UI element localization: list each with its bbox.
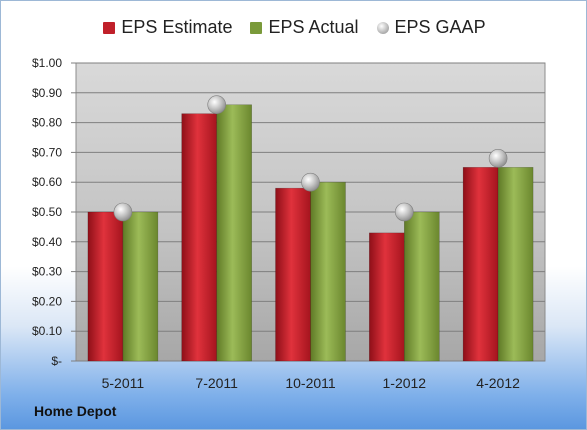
y-tick-label: $0.80: [32, 116, 62, 130]
bar-eps-actual: [497, 167, 534, 362]
legend-label: EPS GAAP: [394, 17, 486, 37]
marker-eps-gaap: [394, 202, 414, 222]
bar-eps-estimate: [87, 211, 124, 362]
legend-label: EPS Actual: [268, 17, 359, 37]
marker-eps-gaap: [207, 95, 226, 115]
legend: EPS Estimate EPS Actual EPS GAAP: [1, 17, 586, 43]
legend-swatch: [103, 21, 116, 34]
y-tick-label: $0.40: [32, 235, 62, 249]
legend-item: EPS Actual: [250, 17, 359, 38]
y-tick-label: $1.00: [32, 56, 62, 70]
y-tick-label: $0.20: [32, 294, 62, 308]
x-tick-label: 10-2011: [285, 375, 336, 391]
legend-swatch: [376, 21, 389, 34]
legend-item: EPS GAAP: [376, 17, 486, 38]
y-tick-label: $0.10: [32, 324, 62, 338]
y-tick-label: $0.50: [32, 205, 62, 219]
bar-eps-estimate: [368, 232, 405, 362]
marker-eps-gaap: [488, 149, 508, 168]
legend-swatch: [250, 21, 263, 34]
legend-item: EPS Estimate: [103, 17, 232, 38]
bar-eps-estimate: [275, 187, 311, 362]
y-tick-label: $0.70: [32, 145, 62, 159]
bar-eps-actual: [403, 211, 440, 362]
legend-label: EPS Estimate: [121, 17, 233, 37]
bar-eps-estimate: [462, 167, 499, 362]
x-tick-label: 7-2011: [195, 375, 238, 391]
marker-eps-gaap: [113, 202, 133, 222]
company-name: Home Depot: [34, 403, 117, 419]
bar-eps-actual: [310, 181, 346, 362]
bar-eps-actual: [122, 211, 159, 362]
x-tick-label: 1-2012: [383, 375, 427, 391]
x-tick-label: 4-2012: [476, 375, 520, 391]
y-tick-label: $-: [51, 354, 62, 368]
bar-eps-estimate: [181, 113, 217, 362]
marker-eps-gaap: [301, 172, 320, 192]
y-tick-label: $0.30: [32, 265, 62, 279]
x-tick-label: 5-2011: [102, 375, 145, 391]
y-tick-label: $0.90: [32, 86, 62, 100]
bar-eps-actual: [216, 104, 252, 362]
y-tick-label: $0.60: [32, 175, 62, 189]
